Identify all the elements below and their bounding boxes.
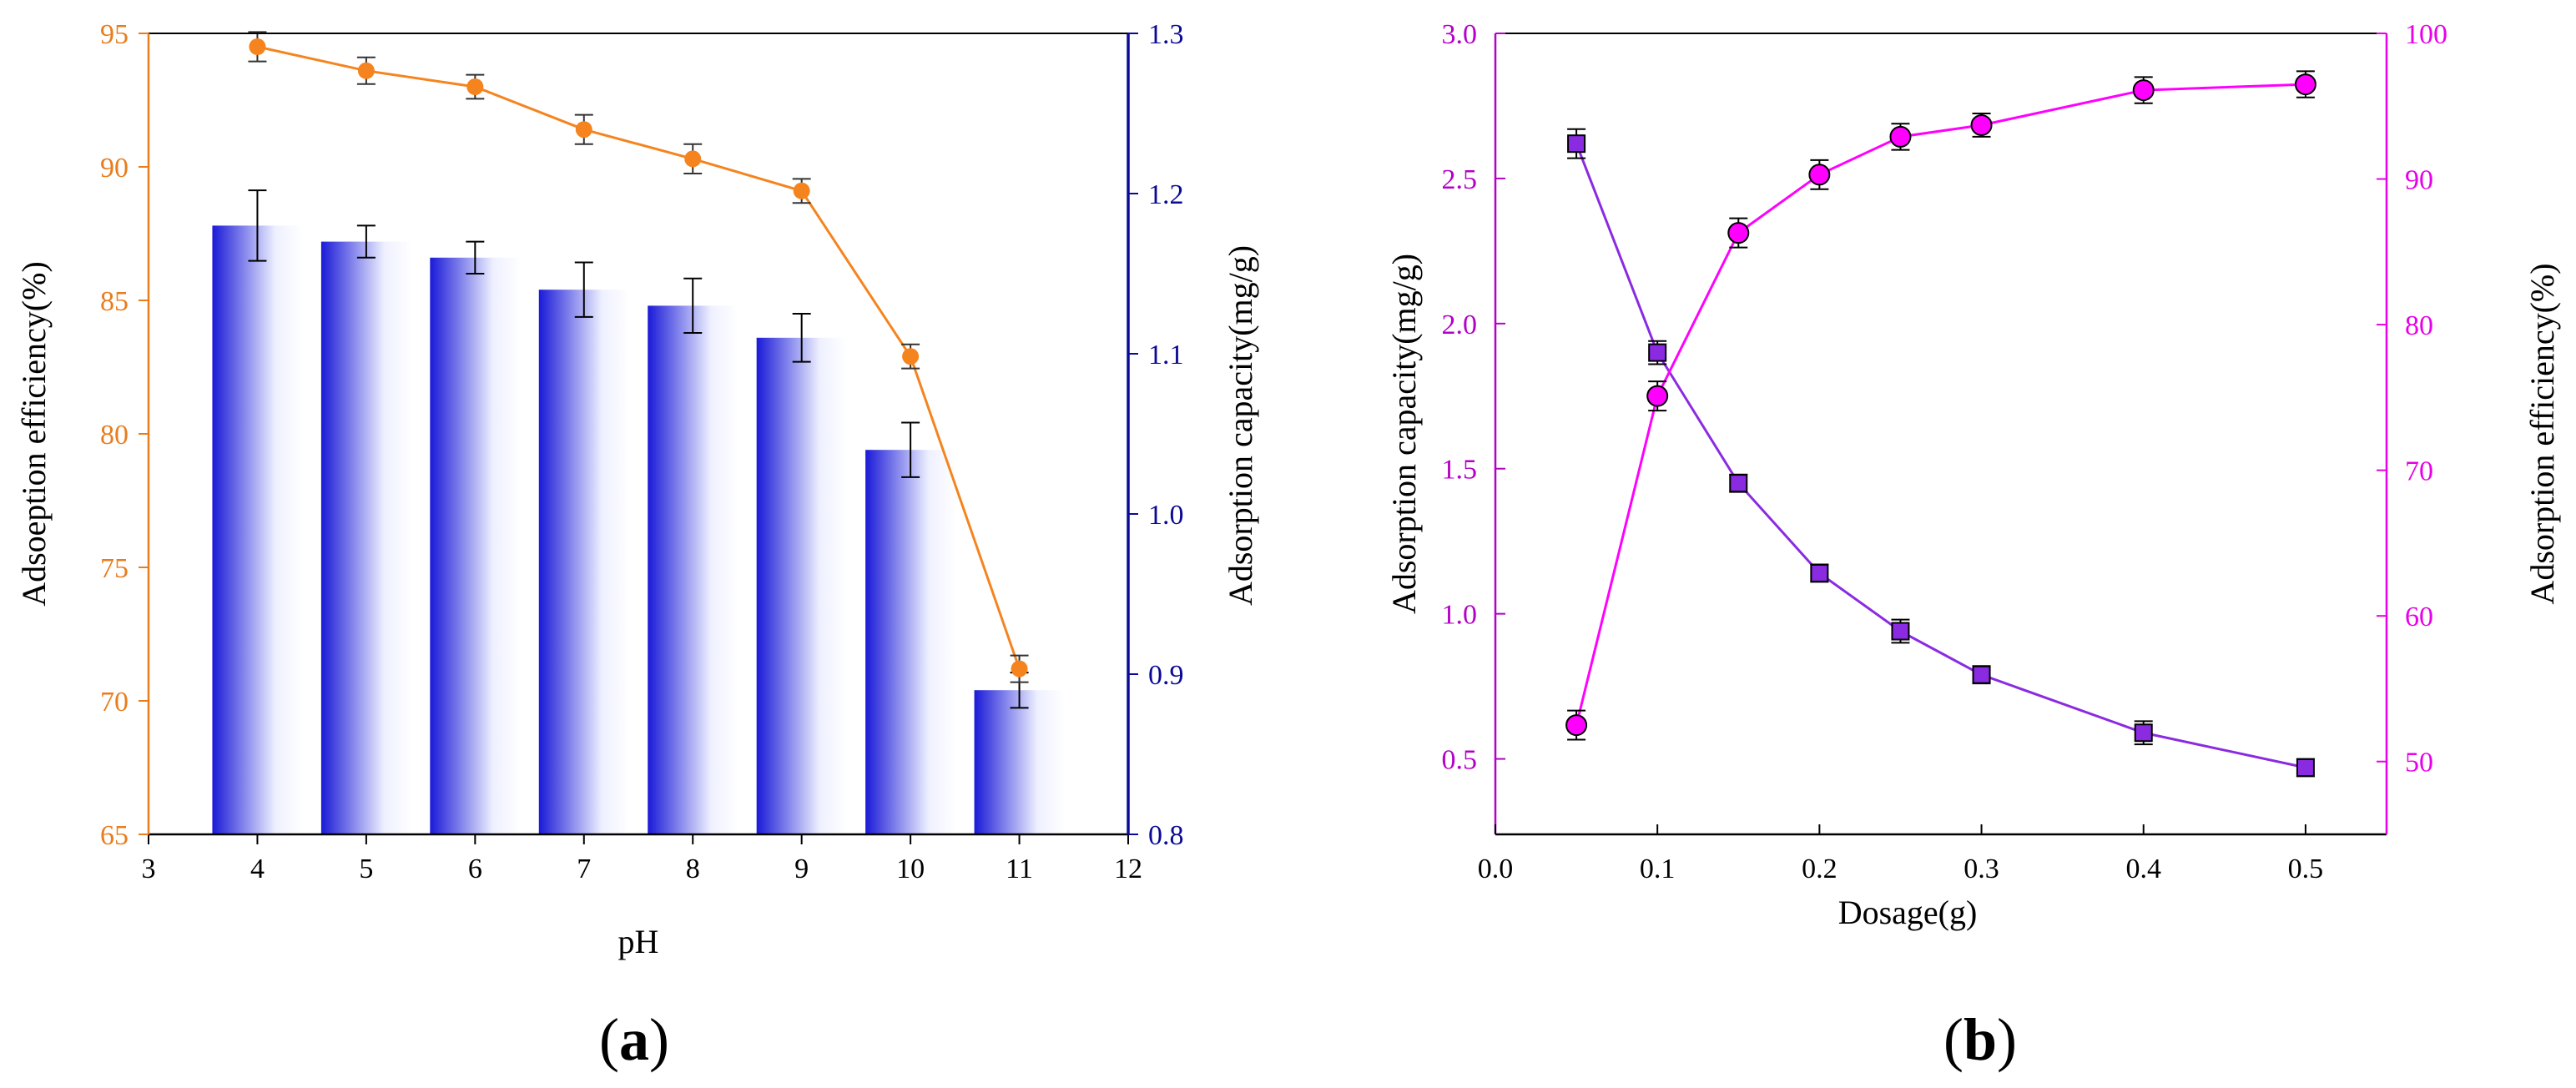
chart-b: 0.0 0.1 0.2 0.3 0.4 0.5 0.5 1.0 1.5 2.0 2.5 3.0 50 60… bbox=[1385, 19, 2561, 931]
efficiency-point bbox=[1808, 164, 1831, 186]
x-tick-label: 0.5 bbox=[2288, 854, 2324, 884]
right-tick-label: 0.9 bbox=[1148, 660, 1184, 691]
bar bbox=[212, 225, 303, 834]
panel-letter-b: b bbox=[1964, 1006, 1997, 1073]
right-tick-label: 90 bbox=[2405, 165, 2433, 196]
left-tick-label: 85 bbox=[100, 286, 129, 317]
x-tick-label: 7 bbox=[577, 854, 591, 884]
bar bbox=[865, 450, 956, 834]
x-tick-label: 3 bbox=[142, 854, 156, 884]
bar-error-bar bbox=[356, 224, 376, 259]
right-tick-label: 0.8 bbox=[1148, 820, 1184, 851]
right-tick-label: 1.0 bbox=[1148, 500, 1184, 531]
efficiency-point bbox=[684, 150, 702, 168]
right-tick-label: 1.3 bbox=[1148, 19, 1184, 50]
x-tick-label: 4 bbox=[250, 854, 265, 884]
left-tick-label: 90 bbox=[100, 153, 129, 184]
right-axis-label: Adsorption capacity(mg/g) bbox=[1222, 245, 1259, 606]
right-tick-label: 60 bbox=[2405, 602, 2433, 632]
left-tick-label: 0.5 bbox=[1442, 745, 1478, 776]
efficiency-point bbox=[2294, 73, 2316, 96]
panel-label-b: (b) bbox=[1943, 1006, 2017, 1073]
bar-error-bar bbox=[248, 189, 267, 262]
right-tick-label: 1.2 bbox=[1148, 179, 1184, 210]
capacity-point bbox=[1891, 622, 1910, 641]
left-axis-label: Adsorption capacity(mg/g) bbox=[1385, 254, 1423, 614]
capacity-point bbox=[1729, 474, 1748, 493]
bar bbox=[320, 241, 411, 835]
capacity-line bbox=[1575, 143, 2306, 769]
efficiency-point bbox=[902, 348, 920, 365]
x-axis-label: pH bbox=[618, 923, 659, 960]
bar-error-bar bbox=[683, 277, 703, 335]
bar bbox=[538, 290, 629, 834]
efficiency-point bbox=[2132, 79, 2155, 102]
x-tick-label: 8 bbox=[686, 854, 700, 884]
capacity-point bbox=[1972, 665, 1991, 684]
left-tick-label: 70 bbox=[100, 687, 129, 718]
x-tick-label: 0.3 bbox=[1964, 854, 1999, 884]
right-tick-label: 50 bbox=[2405, 748, 2433, 778]
left-tick-label: 80 bbox=[100, 420, 129, 451]
right-axis-label: Adsorption efficiency(%) bbox=[2523, 263, 2561, 604]
left-axis-label: Adsoeption efficiency(%) bbox=[15, 261, 53, 607]
bar-error-bar bbox=[466, 240, 485, 275]
left-tick-label: 2.0 bbox=[1442, 310, 1478, 340]
efficiency-point bbox=[575, 121, 592, 139]
x-tick-label: 0.1 bbox=[1640, 854, 1676, 884]
bar bbox=[756, 337, 847, 834]
bar-error-bar bbox=[901, 421, 920, 478]
x-tick-label: 6 bbox=[468, 854, 482, 884]
panel-label-a: (a) bbox=[599, 1006, 669, 1073]
left-tick-label: 1.0 bbox=[1442, 600, 1478, 631]
chart-a: 3 4 5 6 7 8 9 10 11 12 65 70 75 80 85 90 95 0.8 0.9 1.0 1.1 1… bbox=[15, 19, 1259, 960]
bar bbox=[430, 257, 521, 834]
x-tick-label: 5 bbox=[359, 854, 373, 884]
right-tick-label: 100 bbox=[2405, 19, 2447, 50]
efficiency-point bbox=[1011, 660, 1028, 677]
capacity-point bbox=[1567, 134, 1586, 154]
efficiency-line bbox=[257, 45, 1021, 670]
efficiency-point bbox=[357, 62, 375, 79]
efficiency-line bbox=[1575, 83, 2306, 726]
left-tick-label: 2.5 bbox=[1442, 164, 1478, 195]
bar bbox=[974, 690, 1065, 834]
capacity-point bbox=[1648, 343, 1667, 362]
x-tick-label: 9 bbox=[794, 854, 809, 884]
left-tick-label: 3.0 bbox=[1442, 19, 1478, 50]
x-tick-label: 11 bbox=[1006, 854, 1033, 884]
efficiency-point bbox=[249, 38, 266, 55]
capacity-point bbox=[1810, 563, 1829, 582]
x-tick-label: 0.4 bbox=[2125, 854, 2161, 884]
bar-error-bar bbox=[574, 261, 593, 318]
panel-letter-a: a bbox=[619, 1006, 649, 1073]
x-axis-label: Dosage(g) bbox=[1838, 894, 1978, 931]
right-tick-label: 80 bbox=[2405, 310, 2433, 341]
left-tick-label: 1.5 bbox=[1442, 455, 1478, 486]
left-tick-label: 65 bbox=[100, 820, 129, 851]
efficiency-point bbox=[1565, 714, 1588, 737]
left-tick-label: 75 bbox=[100, 553, 129, 584]
right-tick-label: 1.1 bbox=[1148, 340, 1184, 370]
x-tick-label: 0.0 bbox=[1478, 854, 1514, 884]
x-tick-label: 10 bbox=[896, 854, 925, 884]
efficiency-point bbox=[466, 78, 484, 95]
bar bbox=[648, 305, 739, 834]
left-tick-label: 95 bbox=[100, 19, 129, 50]
right-tick-label: 70 bbox=[2405, 456, 2433, 487]
efficiency-point bbox=[1889, 125, 1912, 148]
efficiency-point bbox=[1646, 385, 1669, 407]
efficiency-point bbox=[1727, 222, 1750, 244]
efficiency-point bbox=[793, 182, 810, 199]
x-tick-label: 12 bbox=[1114, 854, 1142, 884]
x-tick-label: 0.2 bbox=[1802, 854, 1837, 884]
capacity-point bbox=[2134, 723, 2153, 743]
capacity-point bbox=[2296, 758, 2315, 777]
efficiency-point bbox=[1970, 113, 1993, 136]
bar-error-bar bbox=[792, 313, 811, 363]
